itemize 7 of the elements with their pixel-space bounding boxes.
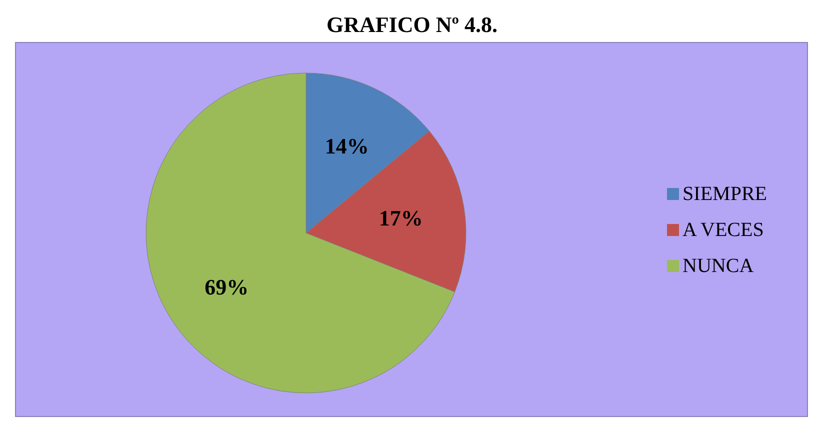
data-label: 14% — [324, 134, 369, 159]
chart-title: GRAFICO Nº 4.8. — [325, 11, 499, 39]
data-label: 69% — [204, 274, 249, 300]
legend-label: SIEMPRE — [682, 182, 767, 206]
legend-label: NUNCA — [682, 254, 754, 278]
legend-label: A VECES — [682, 218, 764, 242]
data-label: 17% — [378, 205, 423, 230]
